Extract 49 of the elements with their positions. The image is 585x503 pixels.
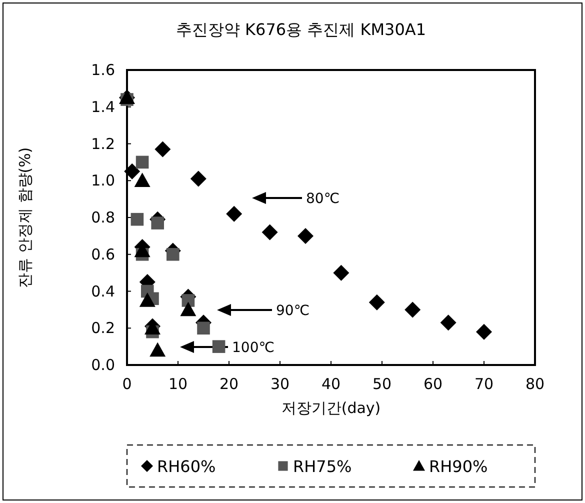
point [130,212,144,226]
point [197,322,210,335]
point [226,206,242,222]
y-tick-label: 0.8 [91,208,115,226]
y-tick-label: 0.0 [91,356,115,374]
point [166,248,180,261]
annotation: 100℃ [232,340,274,356]
point [212,340,226,353]
point [368,294,385,310]
point [333,264,350,281]
y-tick-label: 0.2 [91,319,115,338]
chart-title: 추진장약 K676용 추진제 KM30A1 [176,20,426,39]
x-tick-label: 80 [525,375,545,393]
x-tick-label: 30 [270,375,290,393]
point [134,172,150,188]
point [180,302,196,316]
x-axis-title: 저장기간(day) [281,399,381,417]
annotation: 90℃ [276,303,310,319]
x-tick-label: 0 [122,375,132,393]
y-tick-label: 1.0 [91,172,115,190]
point [139,292,156,307]
y-tick-label: 1.6 [91,61,115,79]
point [124,163,140,180]
point [150,342,166,357]
annotation: 80℃ [306,191,340,207]
point [476,324,492,340]
x-tick-label: 40 [321,375,341,393]
y-tick-label: 0.6 [91,245,115,264]
point [154,141,171,158]
y-tick-label: 1.4 [91,98,115,116]
point [440,314,456,331]
x-tick-label: 50 [372,375,392,393]
point [404,302,421,318]
y-axis-title: 잔류 안정제 함량(%) [16,147,34,288]
point [136,156,149,169]
point [182,294,195,307]
point [190,170,206,187]
x-tick-label: 10 [168,375,188,393]
legend-label: RH60% [157,457,216,476]
y-tick-label: 0.4 [91,282,115,300]
legend-label: RH75% [293,457,352,476]
legend-label: RH90% [429,457,488,476]
x-tick-label: 70 [474,375,494,393]
point [262,224,278,240]
point [151,216,164,230]
y-tick-label: 1.2 [91,134,115,153]
x-tick-label: 60 [423,375,443,393]
x-tick-label: 20 [219,375,239,393]
point [298,228,314,244]
